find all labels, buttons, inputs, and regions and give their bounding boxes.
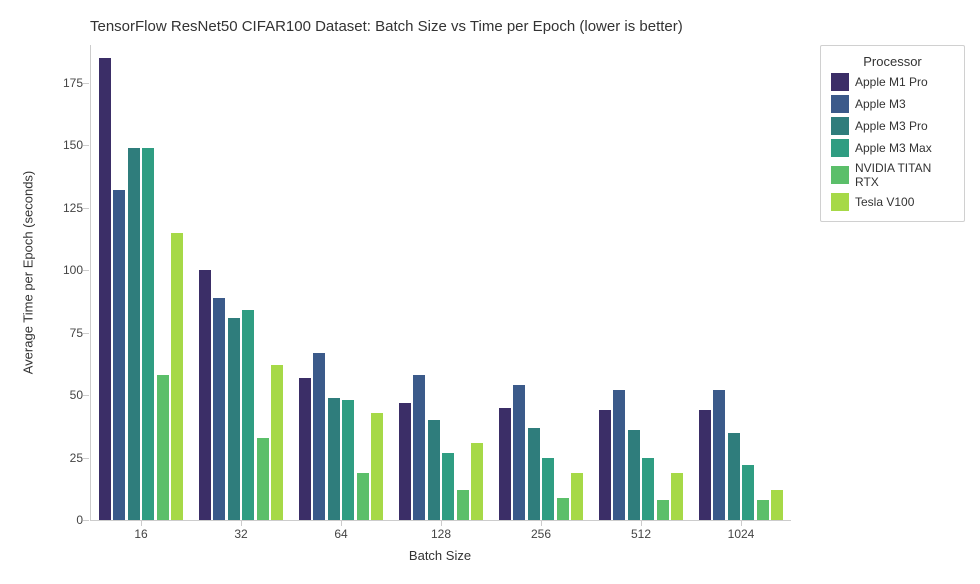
x-tick: [241, 520, 242, 526]
legend-swatch: [831, 193, 849, 211]
bar: [571, 473, 583, 521]
bar: [128, 148, 140, 521]
x-tick-label: 512: [631, 527, 651, 541]
y-tick-label: 150: [43, 138, 83, 152]
legend-label: Tesla V100: [855, 195, 914, 209]
legend-swatch: [831, 166, 849, 184]
legend-swatch: [831, 73, 849, 91]
x-tick: [741, 520, 742, 526]
bar: [542, 458, 554, 521]
x-tick-label: 128: [431, 527, 451, 541]
bar: [328, 398, 340, 521]
x-tick-label: 256: [531, 527, 551, 541]
bar: [613, 390, 625, 520]
bar: [199, 270, 211, 520]
bar: [599, 410, 611, 520]
x-tick: [541, 520, 542, 526]
bar: [457, 490, 469, 520]
bar: [357, 473, 369, 521]
bar: [242, 310, 254, 520]
chart-stage: TensorFlow ResNet50 CIFAR100 Dataset: Ba…: [0, 0, 980, 584]
bar: [642, 458, 654, 521]
bar: [657, 500, 669, 520]
bar: [142, 148, 154, 521]
legend-label: NVIDIA TITAN RTX: [855, 161, 954, 189]
legend-title: Processor: [831, 54, 954, 69]
legend-item: Apple M3 Pro: [831, 117, 954, 135]
bar: [413, 375, 425, 520]
y-tick-label: 100: [43, 263, 83, 277]
x-tick-label: 32: [234, 527, 247, 541]
y-tick-label: 125: [43, 201, 83, 215]
legend-swatch: [831, 139, 849, 157]
legend-item: Apple M3: [831, 95, 954, 113]
y-tick: [83, 333, 89, 334]
bar: [757, 500, 769, 520]
y-tick-label: 25: [43, 451, 83, 465]
bar: [528, 428, 540, 521]
bar: [471, 443, 483, 521]
legend-label: Apple M3: [855, 97, 906, 111]
bar: [271, 365, 283, 520]
bar: [313, 353, 325, 521]
bar: [99, 58, 111, 521]
y-tick-label: 175: [43, 76, 83, 90]
legend-swatch: [831, 95, 849, 113]
bar: [428, 420, 440, 520]
legend-item: NVIDIA TITAN RTX: [831, 161, 954, 189]
bar: [499, 408, 511, 521]
x-tick-label: 64: [334, 527, 347, 541]
legend-item: Tesla V100: [831, 193, 954, 211]
y-tick: [83, 145, 89, 146]
y-tick: [83, 83, 89, 84]
legend-label: Apple M3 Pro: [855, 119, 928, 133]
bar: [299, 378, 311, 521]
bar: [113, 190, 125, 520]
bar: [628, 430, 640, 520]
legend: Processor Apple M1 Pro Apple M3 Apple M3 P…: [820, 45, 965, 222]
plot-area: 02550751001251501751632641282565121024: [90, 45, 791, 521]
chart-title: TensorFlow ResNet50 CIFAR100 Dataset: Ba…: [90, 18, 683, 35]
bar: [557, 498, 569, 521]
x-tick-label: 1024: [728, 527, 755, 541]
legend-label: Apple M3 Max: [855, 141, 932, 155]
bar: [157, 375, 169, 520]
y-tick: [83, 520, 89, 521]
y-tick: [83, 458, 89, 459]
bar: [257, 438, 269, 521]
legend-item: Apple M1 Pro: [831, 73, 954, 91]
bar: [342, 400, 354, 520]
bar: [771, 490, 783, 520]
bar: [399, 403, 411, 521]
bar: [171, 233, 183, 521]
bar: [228, 318, 240, 521]
legend-swatch: [831, 117, 849, 135]
bar: [713, 390, 725, 520]
legend-label: Apple M1 Pro: [855, 75, 928, 89]
y-tick-label: 75: [43, 326, 83, 340]
x-tick: [341, 520, 342, 526]
x-tick-label: 16: [134, 527, 147, 541]
bar: [671, 473, 683, 521]
bar: [371, 413, 383, 521]
y-tick: [83, 270, 89, 271]
y-tick-label: 0: [43, 513, 83, 527]
bar: [699, 410, 711, 520]
bar: [513, 385, 525, 520]
bar: [728, 433, 740, 521]
bar: [742, 465, 754, 520]
x-axis-label: Batch Size: [90, 548, 790, 563]
bar: [442, 453, 454, 521]
y-tick-label: 50: [43, 388, 83, 402]
legend-item: Apple M3 Max: [831, 139, 954, 157]
x-tick: [141, 520, 142, 526]
x-tick: [641, 520, 642, 526]
y-axis-label: Average Time per Epoch (seconds): [18, 0, 38, 544]
y-tick: [83, 395, 89, 396]
bar: [213, 298, 225, 521]
y-tick: [83, 208, 89, 209]
x-tick: [441, 520, 442, 526]
